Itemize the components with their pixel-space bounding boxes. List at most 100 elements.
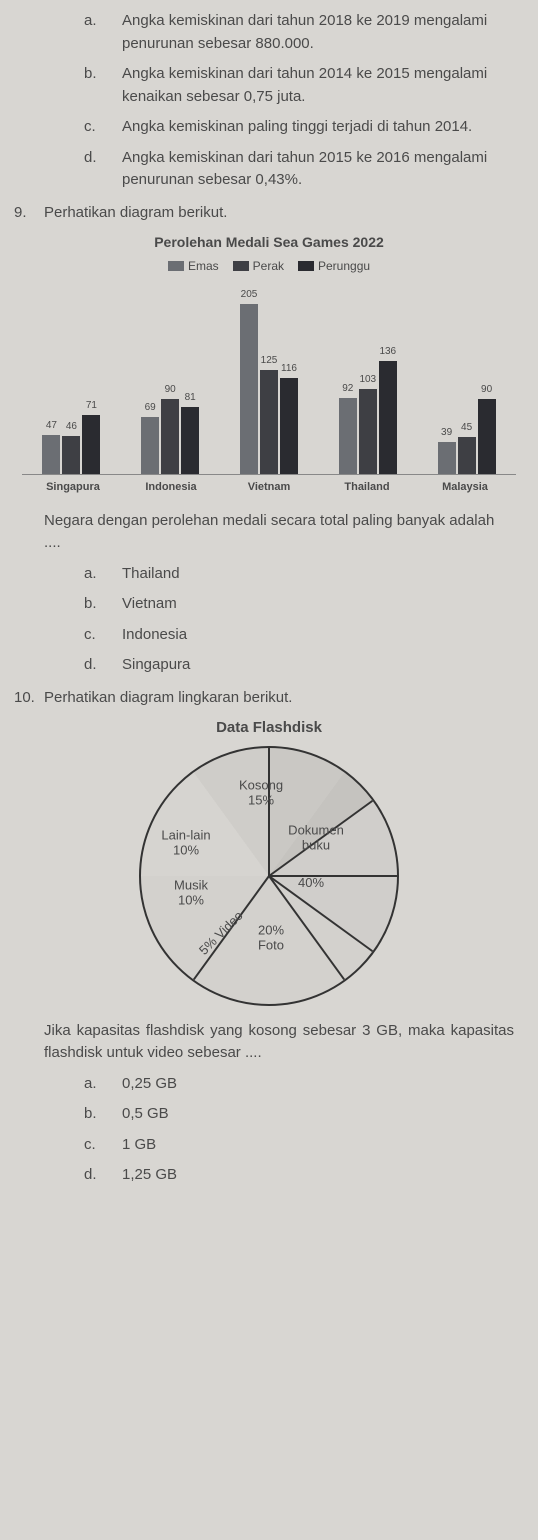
bar-col: 103 xyxy=(359,372,377,474)
bar xyxy=(141,417,159,474)
option-text: 0,5 GB xyxy=(122,1103,524,1126)
q10-number: 10. xyxy=(14,687,44,710)
pie-slice-label: 5% Video xyxy=(196,907,246,957)
bar-col: 71 xyxy=(82,398,100,474)
q10-option-c: c. 1 GB xyxy=(84,1134,524,1157)
x-axis-label: Indonesia xyxy=(122,479,220,496)
q9-option-b: b. Vietnam xyxy=(84,593,524,616)
bar xyxy=(181,407,199,474)
option-text: Indonesia xyxy=(122,624,524,647)
option-letter: c. xyxy=(84,1134,122,1157)
q10-option-a: a. 0,25 GB xyxy=(84,1073,524,1096)
bar-col: 46 xyxy=(62,419,80,474)
bar xyxy=(438,442,456,474)
bar-value-label: 90 xyxy=(165,382,176,397)
x-axis-label: Malaysia xyxy=(416,479,514,496)
q9-row: 9. Perhatikan diagram berikut. xyxy=(14,202,524,225)
bar-col: 45 xyxy=(458,420,476,474)
pie-slice-label: 20%Foto xyxy=(258,922,284,953)
bar-group: 699081 xyxy=(121,382,220,474)
bar xyxy=(82,415,100,474)
bar-group: 39 45 90 xyxy=(417,382,516,474)
legend-label: Emas xyxy=(188,257,219,275)
q9-question: Negara dengan perolehan medali secara to… xyxy=(44,510,514,555)
bar-value-label: 71 xyxy=(86,398,97,413)
option-text: 1 GB xyxy=(122,1134,524,1157)
bar xyxy=(280,378,298,474)
legend-swatch xyxy=(168,261,184,271)
x-axis-label: Singapura xyxy=(24,479,122,496)
q10-question: Jika kapasitas flashdisk yang kosong seb… xyxy=(44,1020,514,1065)
option-letter: c. xyxy=(84,624,122,647)
option-letter: b. xyxy=(84,1103,122,1126)
option-text: Angka kemiskinan paling tinggi terjadi d… xyxy=(122,116,524,139)
q10-intro: Perhatikan diagram lingkaran berikut. xyxy=(44,687,524,710)
bar xyxy=(240,304,258,474)
bar-col: 39 xyxy=(438,425,456,474)
bar-value-label: 46 xyxy=(66,419,77,434)
bar-col: 90 xyxy=(478,382,496,474)
bar-col: 116 xyxy=(280,361,298,474)
pie-slice-label: Musik10% xyxy=(174,877,208,908)
bar-value-label: 90 xyxy=(481,382,492,397)
pie-slice-label: 40% xyxy=(298,875,324,891)
option-letter: d. xyxy=(84,654,122,677)
option-letter: a. xyxy=(84,10,122,55)
bar-group: 47 46 71 xyxy=(22,398,121,474)
bar-value-label: 125 xyxy=(261,353,278,368)
option-letter: d. xyxy=(84,1164,122,1187)
option-letter: c. xyxy=(84,116,122,139)
q9-option-a: a. Thailand xyxy=(84,563,524,586)
legend-item: Perak xyxy=(233,257,284,275)
bar-value-label: 39 xyxy=(441,425,452,440)
prev-option-d: d. Angka kemiskinan dari tahun 2015 ke 2… xyxy=(84,147,524,192)
option-text: Angka kemiskinan dari tahun 2014 ke 2015… xyxy=(122,63,524,108)
bar-col: 136 xyxy=(379,344,397,474)
legend-item: Perunggu xyxy=(298,257,370,275)
q9-number: 9. xyxy=(14,202,44,225)
bar-group: 205 125116 xyxy=(220,287,319,474)
barchart-title: Perolehan Medali Sea Games 2022 xyxy=(14,232,524,253)
pie-title: Data Flashdisk xyxy=(14,717,524,740)
q10-row: 10. Perhatikan diagram lingkaran berikut… xyxy=(14,687,524,710)
bar-value-label: 116 xyxy=(281,361,297,376)
bar xyxy=(42,435,60,474)
prev-option-c: c. Angka kemiskinan paling tinggi terjad… xyxy=(84,116,524,139)
bar xyxy=(339,398,357,474)
option-letter: b. xyxy=(84,63,122,108)
option-text: 0,25 GB xyxy=(122,1073,524,1096)
q10-option-d: d. 1,25 GB xyxy=(84,1164,524,1187)
x-axis-label: Vietnam xyxy=(220,479,318,496)
legend-swatch xyxy=(298,261,314,271)
option-letter: b. xyxy=(84,593,122,616)
bar xyxy=(161,399,179,474)
bar-value-label: 45 xyxy=(461,420,472,435)
option-text: Angka kemiskinan dari tahun 2018 ke 2019… xyxy=(122,10,524,55)
bar-value-label: 47 xyxy=(46,418,57,433)
bar xyxy=(379,361,397,474)
bar-col: 92 xyxy=(339,381,357,474)
bar-col: 125 xyxy=(260,353,278,474)
prev-option-a: a. Angka kemiskinan dari tahun 2018 ke 2… xyxy=(84,10,524,55)
bar xyxy=(478,399,496,474)
bar-group: 92103136 xyxy=(318,344,417,474)
q9-option-d: d. Singapura xyxy=(84,654,524,677)
legend-label: Perak xyxy=(253,257,284,275)
pie-slice-label: Dokumenbuku xyxy=(288,822,344,853)
q10-option-b: b. 0,5 GB xyxy=(84,1103,524,1126)
legend-item: Emas xyxy=(168,257,219,275)
bar-col: 90 xyxy=(161,382,179,474)
bar-value-label: 136 xyxy=(379,344,396,359)
bar-value-label: 205 xyxy=(241,287,258,302)
pie-chart: Kosong15%Lain-lain10%Musik10%5% Video20%… xyxy=(139,746,399,1006)
prev-option-b: b. Angka kemiskinan dari tahun 2014 ke 2… xyxy=(84,63,524,108)
x-axis-label: Thailand xyxy=(318,479,416,496)
option-text: Singapura xyxy=(122,654,524,677)
q9-option-c: c. Indonesia xyxy=(84,624,524,647)
option-text: Thailand xyxy=(122,563,524,586)
legend-swatch xyxy=(233,261,249,271)
barchart-legend: Emas Perak Perunggu xyxy=(14,257,524,275)
bar-value-label: 103 xyxy=(359,372,376,387)
bar-col: 47 xyxy=(42,418,60,474)
pie-slice-label: Kosong15% xyxy=(239,777,283,808)
